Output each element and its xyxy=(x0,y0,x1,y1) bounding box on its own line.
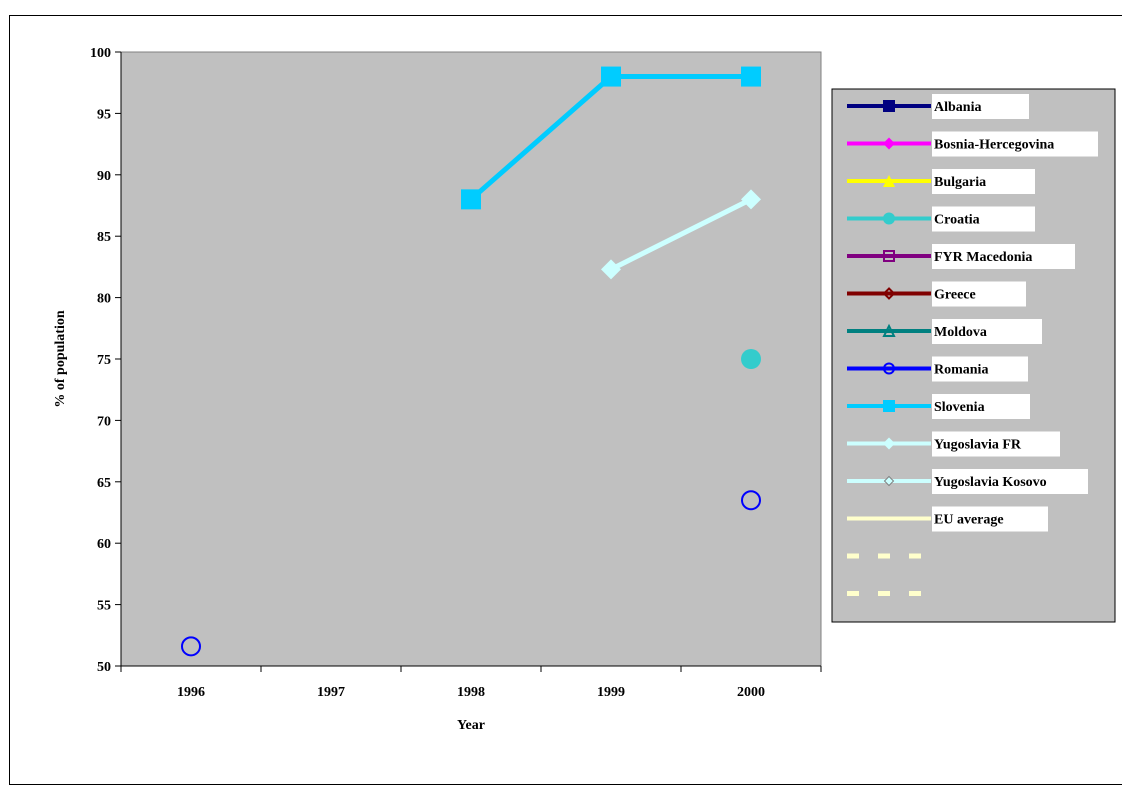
data-point xyxy=(601,259,621,280)
legend-swatch-dash xyxy=(909,553,921,559)
legend-swatch-marker xyxy=(883,400,895,412)
legend-entries: Albania Bosnia-Hercegovina Bulgaria Croatia… xyxy=(847,94,1098,596)
legend-entry: Croatia xyxy=(847,206,1035,232)
series-9 xyxy=(601,189,761,280)
legend-swatch-dash xyxy=(847,591,859,596)
y-tick-label: 85 xyxy=(97,230,111,245)
legend-label: Bosnia-Hercegovina xyxy=(934,138,1054,153)
legend-entry: Yugoslavia Kosovo xyxy=(847,469,1088,494)
y-tick-label: 90 xyxy=(97,169,111,184)
legend-label: Romania xyxy=(934,363,988,378)
legend-entry: FYR Macedonia xyxy=(847,244,1075,269)
legend-entry xyxy=(847,553,921,559)
legend-entry: Albania xyxy=(847,94,1029,119)
legend-swatch-marker xyxy=(883,250,895,262)
data-point xyxy=(741,349,761,369)
legend-label-bg xyxy=(932,394,1030,419)
legend-label: FYR Macedonia xyxy=(934,250,1032,265)
series-line-segment xyxy=(608,196,754,272)
y-axis-label: % of population xyxy=(53,310,68,407)
legend-label: Yugoslavia Kosovo xyxy=(934,475,1047,490)
x-tick-label: 1997 xyxy=(317,685,345,700)
y-tick-label: 75 xyxy=(97,353,111,368)
legend-entry: Moldova xyxy=(847,319,1042,344)
legend-label-bg xyxy=(932,431,1060,457)
legend-swatch-marker xyxy=(883,100,895,112)
y-tick-label: 50 xyxy=(97,660,111,675)
y-tick-label: 65 xyxy=(97,476,111,491)
x-tick-label: 2000 xyxy=(737,685,765,700)
series-8 xyxy=(461,66,761,210)
legend-label-bg xyxy=(932,506,1048,532)
legend-swatch-marker xyxy=(883,175,895,187)
legend-swatch-dash xyxy=(878,553,890,559)
legend-swatch-marker xyxy=(883,212,895,225)
legend-swatch-marker xyxy=(883,362,895,375)
legend-swatch-marker xyxy=(883,437,895,450)
legend-swatch-marker xyxy=(882,287,896,300)
y-tick-label: 60 xyxy=(97,537,111,552)
y-tick-label: 70 xyxy=(97,414,111,429)
y-tick-label: 100 xyxy=(90,46,111,61)
y-tick-label: 95 xyxy=(97,107,111,122)
legend-entry: EU average xyxy=(847,506,1048,532)
legend-entry: Bosnia-Hercegovina xyxy=(847,131,1098,157)
legend-swatch-marker xyxy=(883,475,895,487)
legend-label: EU average xyxy=(934,513,1004,528)
legend-entry: Yugoslavia FR xyxy=(847,431,1060,457)
legend-label-bg xyxy=(932,356,1028,382)
x-tick-label: 1999 xyxy=(597,685,625,700)
series-line-segment xyxy=(468,74,614,202)
x-tick-label: 1996 xyxy=(177,685,205,700)
legend-swatch-marker xyxy=(883,137,895,150)
legend-label-bg xyxy=(932,206,1035,232)
legend-label-bg xyxy=(932,469,1088,494)
legend-label-bg xyxy=(932,169,1035,194)
legend-label: Croatia xyxy=(934,213,980,228)
legend-label: Moldova xyxy=(934,325,987,340)
series-3 xyxy=(741,349,761,369)
x-tick-label: 1998 xyxy=(457,685,485,700)
legend-entry: Romania xyxy=(847,356,1028,382)
plot-area xyxy=(120,51,822,667)
legend-label: Greece xyxy=(934,288,976,303)
legend-entry: Greece xyxy=(847,281,1026,307)
data-point xyxy=(601,66,621,87)
data-point xyxy=(741,490,761,511)
data-point xyxy=(181,636,201,657)
legend-label-bg xyxy=(932,281,1026,307)
legend-label: Albania xyxy=(934,100,981,115)
legend-label-bg xyxy=(932,244,1075,269)
legend xyxy=(831,88,1116,623)
legend-swatch-dash xyxy=(847,553,859,559)
legend-label-bg xyxy=(932,319,1042,344)
x-axis-label: Year xyxy=(457,718,485,733)
x-axis: 1996 1997 1998 1999 2000 xyxy=(120,665,822,700)
legend-entry xyxy=(847,591,921,596)
legend-swatch-marker xyxy=(882,323,896,337)
y-tick-label: 55 xyxy=(97,599,111,614)
series-7 xyxy=(181,490,761,657)
legend-swatch-dash xyxy=(909,591,921,596)
y-tick-label: 80 xyxy=(97,292,111,307)
data-point xyxy=(741,189,761,210)
legend-label-bg xyxy=(932,94,1029,119)
legend-entry: Slovenia xyxy=(847,394,1030,419)
legend-label: Slovenia xyxy=(934,400,985,415)
legend-entry: Bulgaria xyxy=(847,169,1035,194)
data-point xyxy=(741,66,761,87)
series-layer xyxy=(181,66,761,657)
legend-label-bg xyxy=(932,131,1098,157)
legend-label: Yugoslavia FR xyxy=(934,438,1022,453)
y-axis: 50 55 60 65 70 75 80 85 90 95 100 xyxy=(90,46,122,675)
legend-label: Bulgaria xyxy=(934,175,986,190)
data-point xyxy=(461,189,481,210)
legend-swatch-dash xyxy=(878,591,890,596)
